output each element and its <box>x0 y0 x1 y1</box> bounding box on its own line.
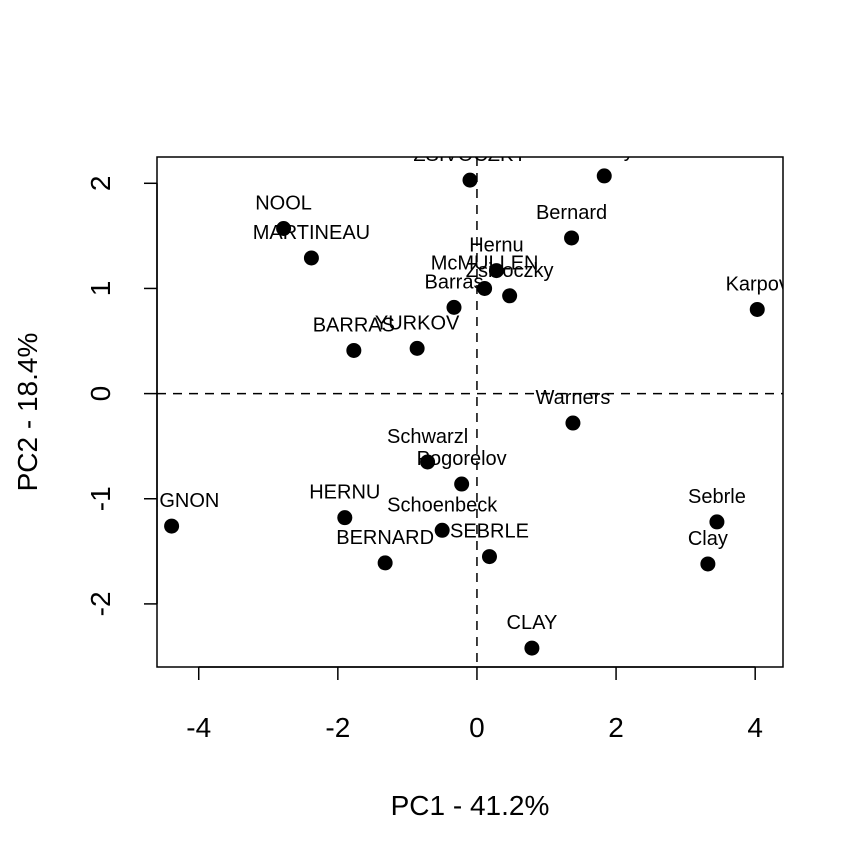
data-point <box>524 640 540 656</box>
x-tick-label: 4 <box>747 712 763 743</box>
point-label: Macey <box>575 140 634 162</box>
point-label: NOOL <box>255 193 312 215</box>
x-tick-label: -4 <box>186 712 211 743</box>
data-point <box>420 454 436 470</box>
point-label: Hernu <box>469 235 523 257</box>
x-tick-label: 2 <box>608 712 624 743</box>
point-label: Schoenbeck <box>387 494 498 516</box>
data-point <box>462 172 478 188</box>
point-label: HERNU <box>309 482 380 504</box>
point-label: Karpov <box>726 273 789 295</box>
plot-frame <box>156 156 784 668</box>
x-axis-title: PC1 - 41.2% <box>391 790 550 821</box>
data-point <box>709 514 725 530</box>
point-label: GUIGNON <box>124 490 220 512</box>
data-point <box>276 221 292 237</box>
point-label: BARRAS <box>313 314 395 336</box>
y-tick-label: -2 <box>85 591 116 616</box>
data-point <box>446 299 462 315</box>
data-point <box>337 510 353 526</box>
point-label: SEBRLE <box>450 521 529 543</box>
point-label: Bernard <box>536 202 607 224</box>
point-label: ZSIVOCZKY <box>413 144 526 166</box>
data-point <box>409 340 425 356</box>
x-tick-label: 0 <box>469 712 485 743</box>
y-axis-title: PC2 - 18.4% <box>12 333 43 492</box>
y-tick-label: -1 <box>85 486 116 511</box>
point-label: Clay <box>688 528 728 550</box>
data-point <box>749 301 765 317</box>
y-tick-label: 2 <box>85 175 116 191</box>
data-point <box>700 556 716 572</box>
data-point <box>454 476 470 492</box>
point-label: Schwarzl <box>387 426 468 448</box>
data-point <box>502 288 518 304</box>
y-axis: -2 -1 0 1 2 <box>85 175 158 616</box>
data-point <box>565 415 581 431</box>
point-label: McMULLEN <box>431 252 539 274</box>
data-points <box>164 168 765 656</box>
point-label: Barras <box>425 271 484 293</box>
data-point <box>596 168 612 184</box>
data-point <box>564 230 580 246</box>
point-label: Pogorelov <box>417 448 507 470</box>
data-point <box>377 555 393 571</box>
point-label: CLAY <box>507 612 558 634</box>
data-point <box>477 280 493 296</box>
y-tick-label: 1 <box>85 281 116 297</box>
point-labels: ZSIVOCZKY Macey NOOL MARTINEAU Bernard HernuM… <box>124 140 789 634</box>
data-point <box>303 250 319 266</box>
point-label: MARTINEAU <box>253 222 370 244</box>
data-point <box>164 518 180 534</box>
data-point <box>434 522 450 538</box>
point-label: Warners <box>536 387 611 409</box>
point-label: YURKOV <box>375 312 460 334</box>
y-tick-label: 0 <box>85 386 116 402</box>
data-point <box>346 342 362 358</box>
point-label: Sebrle <box>688 486 746 508</box>
x-axis: -4 -2 0 2 4 <box>186 666 763 743</box>
point-label: Zsivoczky <box>466 260 554 282</box>
point-label: BERNARD <box>336 527 434 549</box>
data-point <box>481 549 497 565</box>
data-point <box>488 263 504 279</box>
x-tick-label: -2 <box>325 712 350 743</box>
